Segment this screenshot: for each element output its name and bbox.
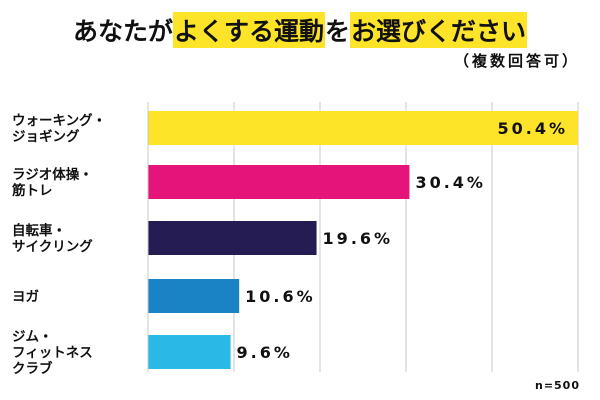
title-highlight-1: よくする運動 — [172, 12, 325, 48]
bar — [148, 165, 410, 199]
category-label: ウォーキング・ジョギング — [12, 112, 106, 145]
bar — [148, 335, 231, 369]
value-label: 9.6% — [237, 343, 293, 362]
value-label: 19.6% — [323, 229, 394, 248]
category-label: ラジオ体操・筋トレ — [12, 166, 93, 199]
value-label: 50.4% — [497, 119, 568, 138]
category-label: ヨガ — [12, 289, 39, 305]
title-text-pre: あなたが — [72, 17, 173, 46]
value-label: 30.4% — [415, 173, 486, 192]
title-highlight-2: お選びください — [350, 12, 528, 48]
chart-subtitle: （複数回答可） — [453, 52, 580, 70]
bar — [148, 111, 578, 145]
title-text-mid: を — [325, 17, 351, 46]
category-label: ジム・フィットネスクラブ — [12, 329, 93, 377]
value-label: 10.6% — [245, 287, 316, 306]
category-label: 自転車・サイクリング — [12, 222, 93, 255]
chart-title: あなたが よくする運動 を お選びください — [0, 10, 600, 50]
bar — [148, 221, 317, 255]
bar — [148, 279, 240, 313]
sample-size-note: n=500 — [534, 379, 580, 392]
